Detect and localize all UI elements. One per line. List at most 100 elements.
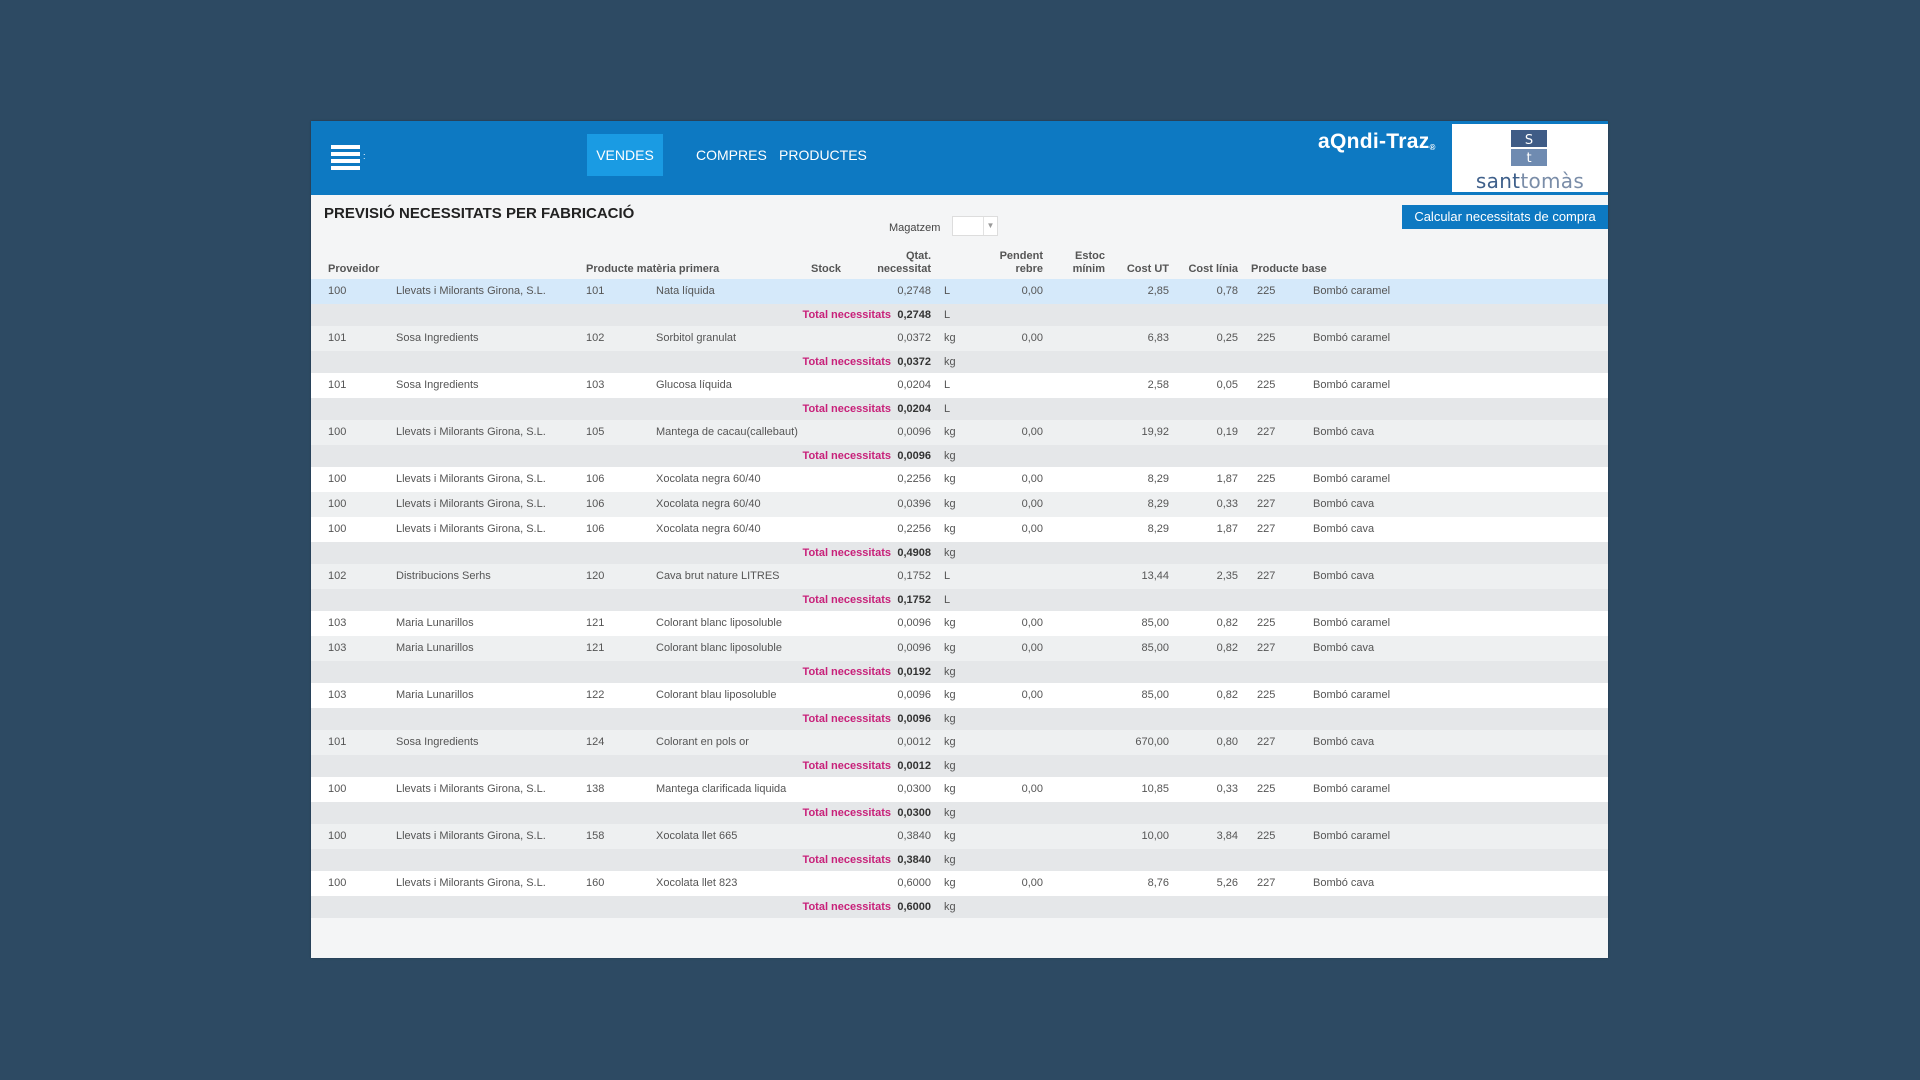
cell-unit: L — [944, 379, 951, 391]
table-row[interactable]: 102 Distribucions Serhs 120 Cava brut natur… — [311, 564, 1608, 589]
calculate-purchase-needs-button[interactable]: Calcular necessitats de compra — [1402, 205, 1608, 229]
total-unit: L — [944, 594, 951, 606]
cell-line-cost: 2,35 — [1216, 570, 1238, 582]
cell-prod-code: 158 — [586, 830, 605, 842]
total-label: Total necessitats — [802, 854, 891, 866]
cell-qty: 0,0096 — [897, 642, 931, 654]
cell-unit-cost: 13,44 — [1141, 570, 1169, 582]
table-row[interactable]: 101 Sosa Ingredients 103 Glucosa líquida 0,0… — [311, 373, 1608, 398]
table-row[interactable]: 103 Maria Lunarillos 122 Colorant blau lipo… — [311, 683, 1608, 708]
svg-text:S: S — [1525, 133, 1533, 148]
chevron-down-icon[interactable]: ▼ — [983, 217, 997, 235]
sant-tomas-logo: S t santtomàs — [1452, 124, 1608, 193]
table-row[interactable]: 100 Llevats i Milorants Girona, S.L. 106 Xo… — [311, 517, 1608, 542]
cell-qty: 0,0096 — [897, 426, 931, 438]
total-qty: 0,3840 — [897, 854, 931, 866]
table-row[interactable]: 100 Llevats i Milorants Girona, S.L. 160 Xo… — [311, 871, 1608, 896]
cell-qty: 0,0012 — [897, 736, 931, 748]
cell-base-code: 227 — [1257, 877, 1276, 889]
col-header-pending[interactable]: Pendent rebre — [943, 250, 1043, 276]
tab-compres[interactable]: COMPRES — [696, 147, 767, 163]
cell-line-cost: 0,78 — [1216, 285, 1238, 297]
cell-prov-code: 102 — [328, 570, 347, 582]
cell-base-code: 227 — [1257, 736, 1276, 748]
cell-unit: kg — [944, 830, 956, 842]
cell-prod-name: Colorant en pols or — [656, 736, 749, 748]
cell-unit: kg — [944, 689, 956, 701]
tab-productes[interactable]: PRODUCTES — [779, 147, 867, 163]
cell-prov-name: Llevats i Milorants Girona, S.L. — [396, 473, 546, 485]
cell-unit: kg — [944, 783, 956, 795]
table-row[interactable]: 101 Sosa Ingredients 102 Sorbitol granulat 0… — [311, 326, 1608, 351]
warehouse-label: Magatzem — [889, 222, 941, 234]
table-row[interactable]: 103 Maria Lunarillos 121 Colorant blanc lip… — [311, 636, 1608, 661]
total-qty: 0,0096 — [897, 450, 931, 462]
cell-prov-name: Llevats i Milorants Girona, S.L. — [396, 523, 546, 535]
cell-unit: kg — [944, 642, 956, 654]
cell-prov-code: 100 — [328, 473, 347, 485]
cell-prod-code: 120 — [586, 570, 605, 582]
cell-base-name: Bombó cava — [1313, 877, 1375, 889]
cell-prod-name: Colorant blanc liposoluble — [656, 617, 782, 629]
col-header-qty[interactable]: Qtat. necessitat — [831, 250, 931, 276]
cell-line-cost: 0,80 — [1216, 736, 1238, 748]
cell-qty: 0,0096 — [897, 689, 931, 701]
table-row[interactable]: 100 Llevats i Milorants Girona, S.L. 101 Na… — [311, 279, 1608, 304]
cell-prov-name: Sosa Ingredients — [396, 379, 479, 391]
cell-qty: 0,6000 — [897, 877, 931, 889]
total-row: Total necessitats 0,0096 kg — [311, 445, 1608, 467]
table-row[interactable]: 100 Llevats i Milorants Girona, S.L. 106 Xo… — [311, 467, 1608, 492]
cell-base-name: Bombó cava — [1313, 426, 1375, 438]
cell-line-cost: 0,82 — [1216, 617, 1238, 629]
total-unit: kg — [944, 901, 956, 913]
brand-name: aQndi-Traz® — [1318, 130, 1436, 154]
col-header-qty-line2: necessitat — [877, 263, 931, 275]
cell-base-code: 227 — [1257, 642, 1276, 654]
col-header-min-stock[interactable]: Estoc mínim — [1005, 250, 1105, 276]
total-qty: 0,4908 — [897, 547, 931, 559]
total-qty: 0,0192 — [897, 666, 931, 678]
cell-prov-code: 100 — [328, 285, 347, 297]
table-row[interactable]: 100 Llevats i Milorants Girona, S.L. 138 Ma… — [311, 777, 1608, 802]
cell-prov-name: Llevats i Milorants Girona, S.L. — [396, 830, 546, 842]
table-row[interactable]: 100 Llevats i Milorants Girona, S.L. 106 Xo… — [311, 492, 1608, 517]
cell-line-cost: 0,82 — [1216, 689, 1238, 701]
col-header-product[interactable]: Producte matèria primera — [586, 263, 720, 275]
cell-line-cost: 0,05 — [1216, 379, 1238, 391]
col-header-stock[interactable]: Stock — [811, 263, 841, 275]
table-row[interactable]: 100 Llevats i Milorants Girona, S.L. 158 Xo… — [311, 824, 1608, 849]
cell-base-name: Bombó caramel — [1313, 783, 1391, 795]
cell-prod-name: Xocolata negra 60/40 — [656, 498, 761, 510]
cell-prod-code: 121 — [586, 642, 605, 654]
total-row: Total necessitats 0,4908 kg — [311, 542, 1608, 564]
warehouse-select[interactable]: ▼ — [952, 216, 998, 236]
menu-icon[interactable]: : — [331, 143, 371, 173]
cell-line-cost: 0,33 — [1216, 783, 1238, 795]
cell-prod-code: 105 — [586, 426, 605, 438]
tab-vendes[interactable]: VENDES — [587, 134, 663, 176]
table-row[interactable]: 101 Sosa Ingredients 124 Colorant en pols o… — [311, 730, 1608, 755]
cell-base-code: 227 — [1257, 523, 1276, 535]
total-unit: L — [944, 403, 951, 415]
cell-prov-name: Sosa Ingredients — [396, 332, 479, 344]
cell-line-cost: 3,84 — [1216, 830, 1238, 842]
total-label: Total necessitats — [802, 403, 891, 415]
col-header-line-cost[interactable]: Cost línia — [1188, 263, 1238, 275]
col-header-base-product[interactable]: Producte base — [1251, 263, 1327, 275]
col-header-unit-cost[interactable]: Cost UT — [1126, 263, 1169, 275]
svg-text:t: t — [1526, 151, 1531, 166]
table-row[interactable]: 100 Llevats i Milorants Girona, S.L. 105 Ma… — [311, 420, 1608, 445]
cell-prov-code: 101 — [328, 736, 347, 748]
total-label: Total necessitats — [802, 594, 891, 606]
cell-prod-code: 106 — [586, 473, 605, 485]
cell-prov-code: 100 — [328, 877, 347, 889]
cell-unit: kg — [944, 617, 956, 629]
col-header-provider[interactable]: Proveidor — [328, 263, 380, 275]
table-row[interactable]: 103 Maria Lunarillos 121 Colorant blanc lip… — [311, 611, 1608, 636]
cell-unit-cost: 10,00 — [1141, 830, 1169, 842]
total-row: Total necessitats 0,3840 kg — [311, 849, 1608, 871]
cell-prod-code: 122 — [586, 689, 605, 701]
cell-prov-code: 103 — [328, 642, 347, 654]
total-row: Total necessitats 0,0192 kg — [311, 661, 1608, 683]
cell-qty: 0,1752 — [897, 570, 931, 582]
